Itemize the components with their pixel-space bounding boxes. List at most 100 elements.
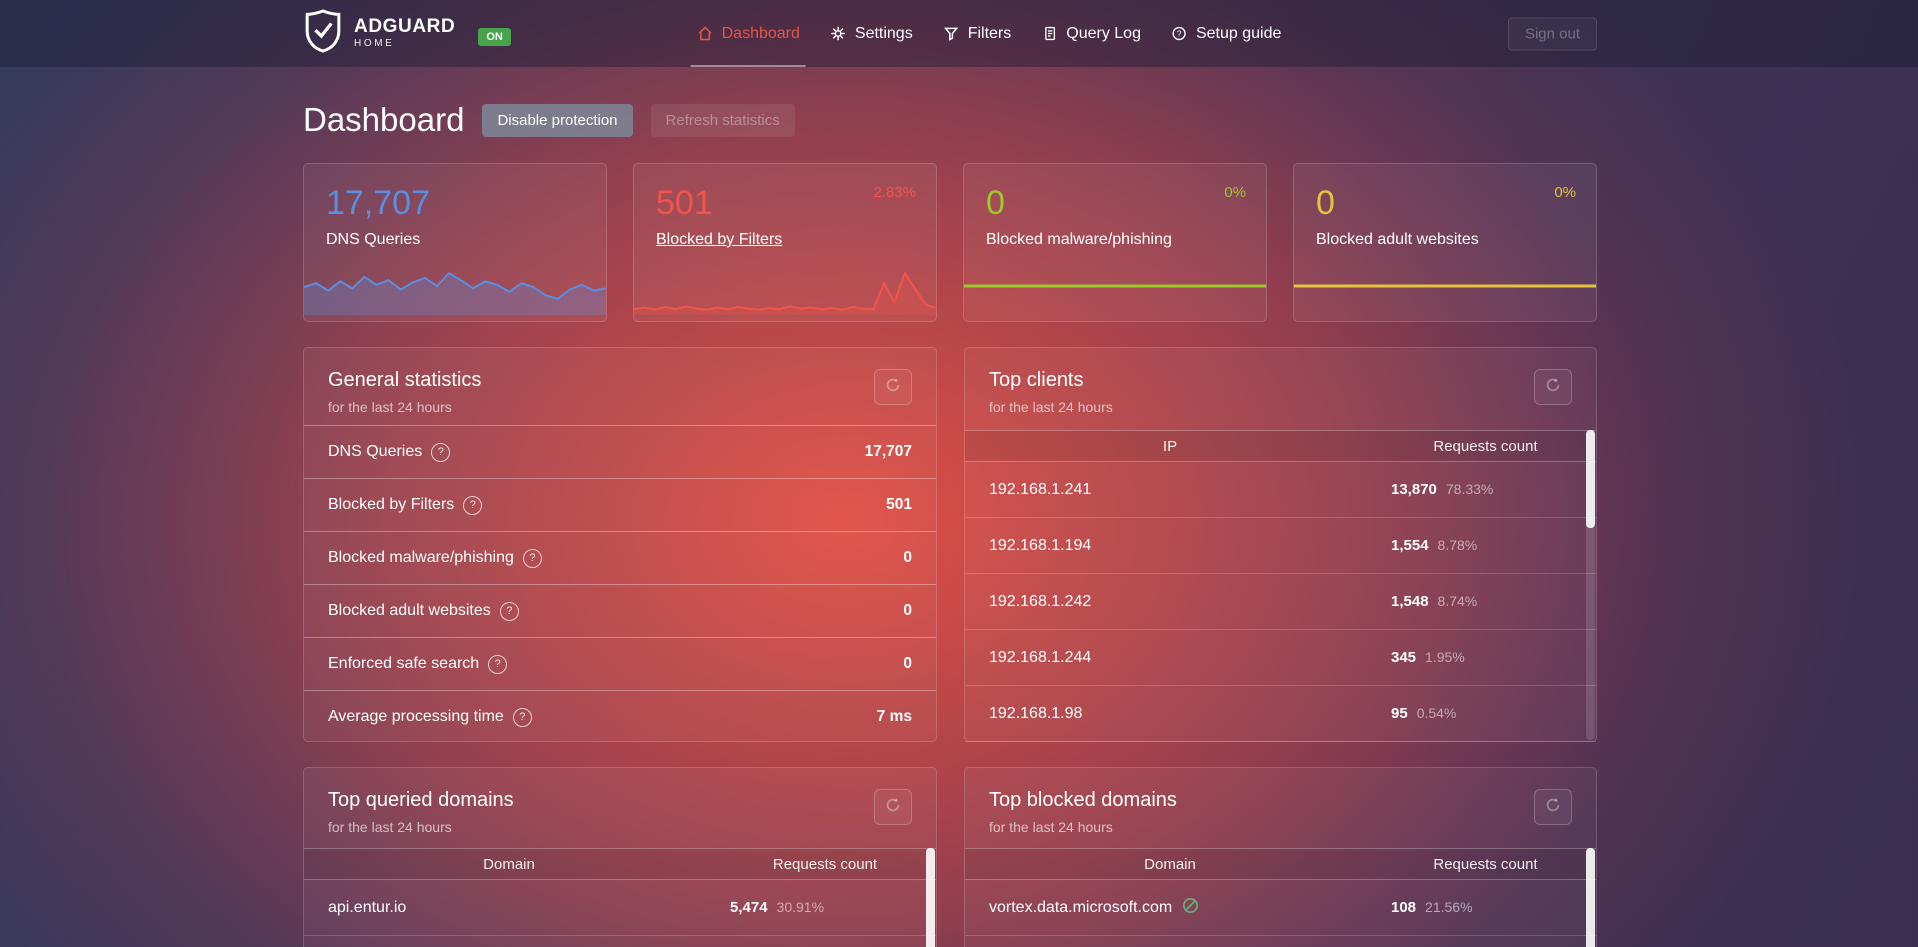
client-row: 192.168.1.244 345 1.95% <box>965 630 1596 686</box>
disable-protection-button[interactable]: Disable protection <box>482 103 633 137</box>
stat-value: 17,707 <box>326 184 430 222</box>
stat-row-value: 17,707 <box>864 443 912 460</box>
navbar: ADGUARD HOME ON Dashboard Settings Filte… <box>0 0 1918 67</box>
request-percent: 30.91% <box>776 898 825 915</box>
column-header-requests: Requests count <box>1433 437 1538 455</box>
stat-card-blocked-malware: 0% 0 Blocked malware/phishing <box>963 163 1267 322</box>
client-row: 192.168.1.242 1,548 8.74% <box>965 574 1596 630</box>
panel-title: Top blocked domains <box>989 789 1177 811</box>
help-icon[interactable]: ? <box>488 654 508 674</box>
request-count: 1,548 <box>1391 592 1429 610</box>
refresh-button[interactable] <box>874 369 912 405</box>
nav-item-settings[interactable]: Settings <box>830 0 913 67</box>
domain-name: vortex.data.microsoft.com <box>989 898 1173 916</box>
stat-value: 0 <box>986 184 1005 222</box>
stat-row-label: Blocked by Filters <box>328 496 455 513</box>
panel-subtitle: for the last 24 hours <box>328 399 452 415</box>
nav-label: Setup guide <box>1195 24 1282 42</box>
top-blocked-domains-scrollbar-thumb[interactable] <box>1586 848 1595 947</box>
stat-label: Blocked malware/phishing <box>986 231 1172 248</box>
stats-row: Enforced safe search? 0 <box>304 637 936 690</box>
refresh-icon <box>884 376 902 399</box>
top-blocked-domains-scrollbar <box>1586 848 1595 947</box>
table-header: Domain Requests count <box>304 848 936 880</box>
help-icon[interactable]: ? <box>512 707 532 727</box>
stat-label: DNS Queries <box>326 231 421 248</box>
top-blocked-domains-rows: vortex.data.microsoft.com 108 21.56% <box>965 880 1596 936</box>
top-queried-domains-scrollbar-thumb[interactable] <box>926 848 935 947</box>
page-header: Dashboard Disable protection Refresh sta… <box>303 101 1597 139</box>
setup-guide-icon: ? <box>1171 25 1188 42</box>
help-icon[interactable]: ? <box>431 442 451 462</box>
nav-item-query-log[interactable]: Query Log <box>1041 0 1141 67</box>
client-ip: 192.168.1.244 <box>989 648 1092 666</box>
help-icon[interactable]: ? <box>499 601 519 621</box>
stats-row: Blocked adult websites? 0 <box>304 584 936 637</box>
nav-item-filters[interactable]: Filters <box>943 0 1012 67</box>
stat-percent: 0% <box>1554 184 1576 201</box>
column-header-domain: Domain <box>1144 855 1196 873</box>
request-count: 108 <box>1391 898 1417 916</box>
refresh-button[interactable] <box>1534 789 1572 825</box>
protection-status-badge: ON <box>478 27 511 46</box>
panel-subtitle: for the last 24 hours <box>328 819 452 835</box>
stat-row-label: Blocked malware/phishing <box>328 549 514 566</box>
stat-label: Blocked adult websites <box>1316 231 1479 248</box>
general-statistics-panel: General statistics for the last 24 hours… <box>303 347 937 742</box>
blocked-domain-icon <box>1181 896 1200 920</box>
request-percent: 8.74% <box>1437 592 1478 609</box>
nav-label: Settings <box>854 24 913 42</box>
panel-subtitle: for the last 24 hours <box>989 399 1113 415</box>
top-blocked-domains-panel: Top blocked domains for the last 24 hour… <box>964 767 1597 947</box>
stat-row-value: 0 <box>903 602 912 619</box>
stat-row-label: Average processing time <box>328 708 504 725</box>
filter-icon <box>943 25 960 42</box>
dns-queries-sparkline <box>304 257 606 315</box>
table-header: Domain Requests count <box>965 848 1596 880</box>
column-header-requests: Requests count <box>1433 855 1538 873</box>
top-queried-domains-scrollbar <box>926 848 935 947</box>
nav-item-dashboard[interactable]: Dashboard <box>690 0 807 67</box>
top-queried-domains-panel: Top queried domains for the last 24 hour… <box>303 767 937 947</box>
panel-subtitle: for the last 24 hours <box>989 819 1113 835</box>
svg-text:?: ? <box>1177 29 1182 39</box>
domain-name: api.entur.io <box>328 898 407 916</box>
stat-card-blocked-adult: 0% 0 Blocked adult websites <box>1293 163 1597 322</box>
nav-label: Dashboard <box>721 24 800 42</box>
refresh-statistics-button[interactable]: Refresh statistics <box>650 103 795 137</box>
stat-value: 501 <box>656 184 713 222</box>
refresh-button[interactable] <box>1534 369 1572 405</box>
help-icon[interactable]: ? <box>522 548 542 568</box>
request-percent: 1.95% <box>1425 648 1465 665</box>
stat-row-value: 0 <box>903 655 912 672</box>
column-header-requests: Requests count <box>772 855 878 873</box>
nav-item-setup-guide[interactable]: ? Setup guide <box>1171 0 1281 67</box>
client-row: 192.168.1.98 95 0.54% <box>965 686 1596 742</box>
general-statistics-rows: DNS Queries? 17,707 Blocked by Filters? … <box>304 425 936 743</box>
refresh-button[interactable] <box>874 789 912 825</box>
request-count: 345 <box>1391 648 1417 666</box>
client-ip: 192.168.1.98 <box>989 704 1083 722</box>
request-percent: 78.33% <box>1445 480 1494 497</box>
sign-out-button[interactable]: Sign out <box>1507 17 1597 50</box>
stat-row-value: 0 <box>903 549 912 566</box>
refresh-icon <box>884 796 902 819</box>
client-ip: 192.168.1.241 <box>989 480 1092 498</box>
help-icon[interactable]: ? <box>463 495 483 515</box>
panel-title: Top clients <box>989 369 1084 391</box>
table-header: IP Requests count <box>965 430 1596 462</box>
dashboard-page: Dashboard Disable protection Refresh sta… <box>303 67 1597 947</box>
brand[interactable]: ADGUARD HOME ON <box>303 0 511 67</box>
request-count: 5,474 <box>730 898 768 916</box>
request-percent: 21.56% <box>1425 898 1473 915</box>
column-header-ip: IP <box>1162 437 1178 455</box>
top-clients-scrollbar-thumb[interactable] <box>1586 430 1595 528</box>
panel-title: Top queried domains <box>328 789 514 811</box>
domain-row: vortex.data.microsoft.com 108 21.56% <box>965 880 1596 936</box>
blocked-by-filters-sparkline <box>634 257 936 315</box>
nav-label: Filters <box>967 24 1012 42</box>
stat-row-label: Blocked adult websites <box>328 602 491 619</box>
blocked-by-filters-link[interactable]: Blocked by Filters <box>656 231 783 248</box>
adguard-logo-icon <box>303 9 343 58</box>
request-count: 95 <box>1391 704 1408 722</box>
